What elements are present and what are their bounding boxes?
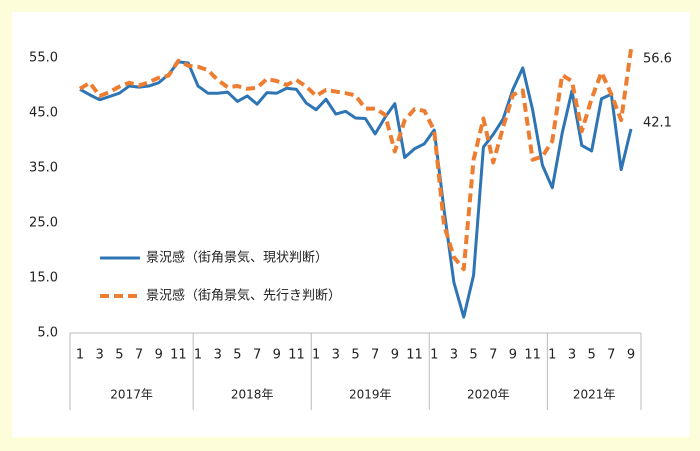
- y-tick-label: 55.0: [29, 51, 58, 66]
- x-tick-label: 11: [406, 348, 423, 363]
- end-label: 42.1: [643, 115, 672, 130]
- x-tick-label: 3: [332, 348, 340, 363]
- x-tick-label: 7: [489, 348, 497, 363]
- x-tick-label: 3: [450, 348, 458, 363]
- y-tick-label: 45.0: [29, 106, 58, 121]
- x-tick-label: 11: [524, 348, 541, 363]
- year-label: 2021年: [573, 388, 616, 402]
- x-tick-label: 7: [607, 348, 615, 363]
- x-tick-label: 9: [509, 348, 517, 363]
- x-tick-label: 3: [214, 348, 222, 363]
- year-label: 2018年: [231, 388, 274, 402]
- x-tick-label: 11: [170, 348, 187, 363]
- x-tick-label: 5: [588, 348, 596, 363]
- year-label: 2019年: [349, 388, 392, 402]
- series-line: [78, 48, 633, 272]
- x-tick-label: 1: [76, 348, 84, 363]
- x-tick-label: 3: [568, 348, 576, 363]
- y-tick-label: 35.0: [29, 161, 58, 176]
- legend-label: 景況感（街角景気、現状判断）: [146, 250, 328, 266]
- x-tick-label: 9: [627, 348, 635, 363]
- x-tick-label: 7: [253, 348, 261, 363]
- x-tick-label: 1: [548, 348, 556, 363]
- year-label: 2017年: [110, 388, 153, 402]
- x-tick-label: 9: [273, 348, 281, 363]
- y-tick-label: 15.0: [29, 271, 58, 286]
- x-tick-label: 5: [233, 348, 241, 363]
- x-tick-label: 5: [351, 348, 359, 363]
- x-tick-label: 11: [288, 348, 305, 363]
- x-tick-label: 5: [469, 348, 477, 363]
- x-tick-label: 9: [155, 348, 163, 363]
- x-tick-label: 1: [312, 348, 320, 363]
- legend-box: [86, 236, 416, 318]
- x-tick-label: 1: [430, 348, 438, 363]
- x-tick-label: 3: [96, 348, 104, 363]
- legend-label: 景況感（街角景気、先行き判断）: [146, 288, 341, 304]
- end-label: 56.6: [643, 52, 672, 67]
- y-tick-label: 5.0: [37, 326, 58, 341]
- x-tick-label: 9: [391, 348, 399, 363]
- plot-background: [12, 12, 690, 437]
- x-tick-label: 7: [135, 348, 143, 363]
- x-tick-label: 5: [115, 348, 123, 363]
- year-label: 2020年: [467, 388, 510, 402]
- x-tick-label: 1: [194, 348, 202, 363]
- y-tick-label: 25.0: [29, 216, 58, 231]
- x-tick-label: 7: [371, 348, 379, 363]
- series-line: [79, 60, 633, 319]
